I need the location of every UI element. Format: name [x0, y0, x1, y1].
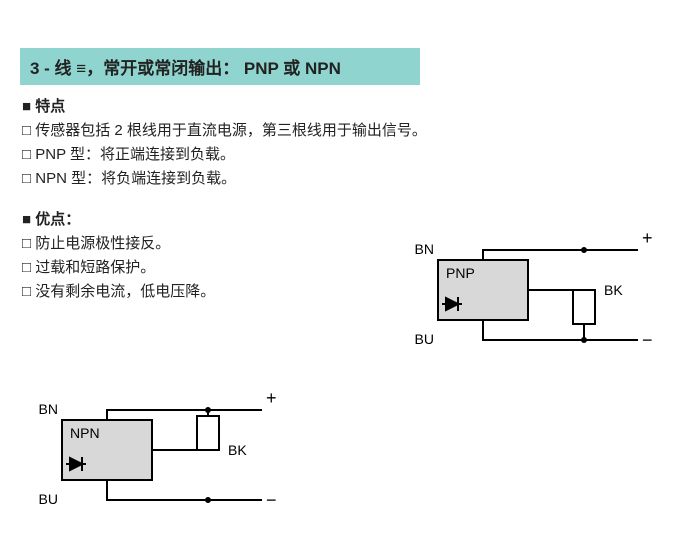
pnp-circuit-diagram: PNP BN BU BK + − [408, 230, 658, 360]
plus-label: + [266, 390, 277, 408]
features-item: NPN 型：将负端连接到负载。 [40, 167, 687, 188]
bn-wire [107, 410, 262, 420]
title-bar: 3 - 线 ≡，常开或常闭输出： PNP 或 NPN [20, 48, 420, 85]
junction-dot [581, 247, 587, 253]
load-resistor [573, 290, 595, 324]
plus-label: + [642, 230, 653, 248]
bu-label: BU [39, 491, 58, 507]
sensor-type-label: PNP [446, 265, 475, 281]
minus-label: − [266, 490, 277, 510]
advantages-heading: 优点： [22, 208, 687, 229]
sensor-type-label: NPN [70, 425, 100, 441]
junction-dot [205, 497, 211, 503]
bu-label: BU [415, 331, 434, 347]
bn-label: BN [415, 241, 434, 257]
npn-circuit-diagram: NPN BN BU BK + − [32, 390, 282, 520]
features-section: 特点 传感器包括 2 根线用于直流电源，第三根线用于输出信号。 PNP 型：将正… [36, 95, 687, 188]
bn-wire [483, 250, 638, 260]
load-resistor [197, 416, 219, 450]
bn-label: BN [39, 401, 58, 417]
bk-label: BK [228, 442, 247, 458]
bu-wire [107, 480, 262, 500]
features-heading: 特点 [22, 95, 687, 116]
bk-label: BK [604, 282, 623, 298]
minus-label: − [642, 330, 653, 350]
features-item: 传感器包括 2 根线用于直流电源，第三根线用于输出信号。 [40, 119, 687, 140]
features-item: PNP 型：将正端连接到负载。 [40, 143, 687, 164]
bu-wire [483, 320, 638, 340]
